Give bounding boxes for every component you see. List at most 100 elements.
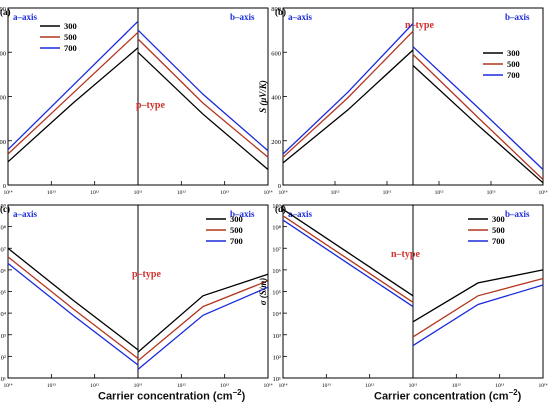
y-tick-label: 10⁴ (0, 311, 7, 318)
panel-label: (b) (275, 7, 286, 17)
panel-label: (a) (0, 7, 11, 17)
y-tick-label: 400 (271, 95, 281, 102)
y-tick-label: 800 (271, 6, 281, 13)
series-line-left-300 (7, 47, 139, 163)
y-tick-label: 600 (271, 50, 281, 57)
x-tick-label: 10¹³ (47, 190, 56, 196)
left-axis-title: a–axis (13, 12, 38, 22)
series-line-left-300 (7, 247, 139, 351)
series-line-left-300 (282, 49, 414, 164)
legend-label-500: 500 (507, 59, 520, 69)
legend-label-700: 700 (64, 43, 77, 53)
x-tick-label: 10¹¹ (134, 190, 143, 196)
legend-label-500: 500 (230, 225, 243, 235)
x-tick-label: 10¹³ (220, 383, 229, 389)
series-line-right-700 (412, 284, 544, 347)
right-axis-title: b–axis (505, 209, 530, 219)
series-line-left-500 (282, 30, 414, 158)
x-tick-label: 10¹⁴ (263, 190, 272, 196)
series-line-left-500 (7, 31, 139, 155)
legend-label-300: 300 (230, 214, 243, 224)
y-tick-label: 10³ (273, 333, 282, 340)
y-tick-label: 10⁸ (0, 225, 7, 232)
y-tick-label: 10⁴ (272, 311, 282, 318)
panel-label: (d) (275, 204, 286, 214)
xlabel-exponent: −2 (232, 388, 242, 397)
series-line-left-500 (7, 256, 139, 360)
y-tick-label: 10⁵ (0, 290, 6, 297)
x-tick-label: 10¹³ (487, 190, 496, 196)
y-axis-label: S (μV/K) (258, 80, 268, 113)
x-tick-label: 10¹³ (495, 383, 504, 389)
legend-label-300: 300 (64, 21, 77, 31)
panel-c: 10¹ 10² 10³ 10⁴ 10⁵ 10⁶ 10⁷ 10⁸ 10⁹ σ (S/m) 10¹⁴ 10… (0, 203, 273, 389)
carrier-type-label: p–type (132, 269, 161, 280)
series-line-right-500 (137, 280, 269, 362)
xlabel-exponent: −2 (508, 388, 518, 397)
x-tick-label: 10¹² (90, 383, 99, 389)
y-tick-label: 10⁹ (272, 203, 282, 210)
series-line-right-300 (137, 51, 269, 170)
series-line-right-500 (137, 38, 269, 158)
y-tick-label: 600 (0, 50, 6, 57)
x-tick-label: 10¹² (365, 383, 374, 389)
series-line-left-700 (7, 262, 139, 366)
legend-label-700: 700 (492, 236, 505, 246)
series-line-left-500 (282, 215, 414, 303)
series-line-right-700 (137, 29, 269, 152)
y-tick-label: 10⁸ (272, 225, 282, 232)
panel-label: (c) (0, 204, 10, 214)
series-line-left-300 (282, 208, 414, 297)
x-tick-label: 10¹⁴ (538, 190, 547, 196)
x-tick-label: 10¹² (452, 383, 461, 389)
right-axis-title: b–axis (230, 12, 255, 22)
series-line-right-700 (137, 286, 269, 370)
carrier-type-label: p–type (136, 100, 165, 111)
y-tick-label: 800 (0, 6, 6, 13)
y-tick-label: 10² (0, 354, 6, 361)
series-line-left-700 (282, 23, 414, 155)
x-tick-label: 10¹¹ (134, 383, 143, 389)
y-tick-label: 10⁷ (0, 246, 6, 253)
y-tick-label: 10³ (0, 333, 6, 340)
x-tick-label: 10¹² (435, 190, 444, 196)
carrier-type-label: n–type (391, 249, 420, 260)
panel-d: 10¹ 10² 10³ 10⁴ 10⁵ 10⁶ 10⁷ 10⁸ 10⁹ σ (S/m) 10¹⁴ 10… (258, 203, 548, 389)
y-tick-label: 0 (278, 183, 281, 190)
x-tick-label: 10¹² (177, 383, 186, 389)
left-axis-title: a–axis (13, 209, 38, 219)
panel-b: 0 200 400 600 800 S (μV/K) 10¹⁴ 10¹² 10¹¹ 10¹² 10¹… (258, 6, 548, 196)
series-line-right-500 (412, 277, 544, 338)
xlabel-close: ) (517, 390, 522, 403)
x-tick-label: 10¹⁴ (278, 190, 287, 196)
series-line-right-300 (412, 65, 544, 184)
legend-label-300: 300 (492, 214, 505, 224)
panel-a: 0 200 400 600 800 S (μV/K) 10¹⁴ 10¹³ 10¹² 10¹¹ 10¹… (0, 6, 273, 196)
x-tick-label: 10¹² (331, 190, 340, 196)
y-tick-label: 10¹ (273, 376, 282, 383)
y-tick-label: 10⁶ (272, 268, 281, 275)
x-tick-label: 10¹⁴ (263, 383, 272, 389)
series-line-left-700 (282, 219, 414, 308)
x-tick-label: 10¹⁴ (278, 383, 287, 389)
carrier-type-label: n–type (405, 20, 434, 31)
x-tick-label: 10¹² (177, 190, 186, 196)
series-line-right-700 (412, 46, 544, 170)
x-tick-label: 10¹³ (220, 190, 229, 196)
x-tick-label: 10¹⁴ (538, 383, 547, 389)
x-tick-label: 10¹⁴ (3, 383, 12, 389)
y-tick-label: 10² (273, 354, 282, 361)
right-axis-title: b–axis (505, 12, 530, 22)
y-tick-label: 0 (3, 183, 6, 190)
series-line-right-300 (412, 269, 544, 323)
y-tick-label: 400 (0, 95, 6, 102)
legend-label-700: 700 (507, 70, 520, 80)
x-tick-label: 10¹³ (322, 383, 331, 389)
x-tick-label: 10¹³ (47, 383, 56, 389)
series-line-left-700 (7, 20, 139, 151)
x-tick-label: 10¹⁴ (3, 190, 12, 196)
